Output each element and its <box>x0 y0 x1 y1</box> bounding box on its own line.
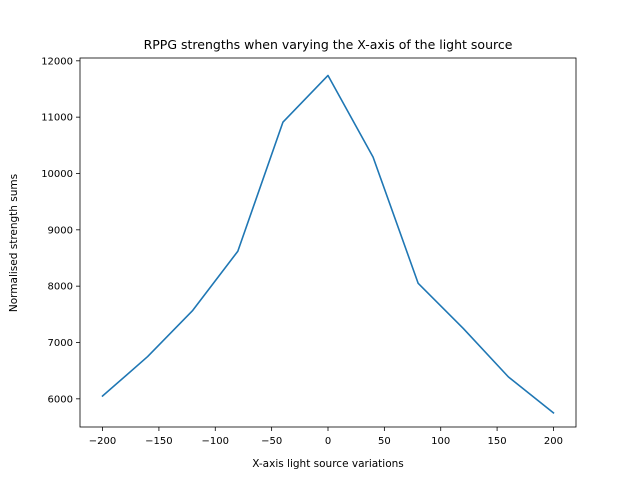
y-axis-label: Normalised strength sums <box>8 174 20 312</box>
x-tick-label: −100 <box>202 436 229 447</box>
x-tick-label: −200 <box>89 436 116 447</box>
x-tick-label: −150 <box>145 436 172 447</box>
x-tick-label: 50 <box>378 436 391 447</box>
y-tick-label: 8000 <box>48 282 73 293</box>
x-tick-label: −50 <box>261 436 282 447</box>
x-tick-label: 100 <box>431 436 450 447</box>
y-tick-label: 10000 <box>41 169 73 180</box>
y-tick-label: 7000 <box>48 338 73 349</box>
x-axis-ticks: −200 −150 −100 −50 0 50 100 150 200 <box>89 427 563 447</box>
y-tick-label: 12000 <box>41 56 73 67</box>
y-tick-label: 9000 <box>48 225 73 236</box>
x-tick-label: 150 <box>488 436 507 447</box>
series-layer <box>101 74 555 415</box>
series-line-0 <box>101 74 555 415</box>
plot-area <box>80 58 576 427</box>
chart-title: RPPG strengths when varying the X-axis o… <box>144 37 513 52</box>
x-axis-label: X-axis light source variations <box>252 458 404 470</box>
plot-frame <box>79 57 577 428</box>
y-tick-label: 6000 <box>48 394 73 405</box>
x-tick-label: 0 <box>325 436 331 447</box>
x-tick-label: 200 <box>544 436 563 447</box>
y-axis-ticks: 6000 7000 8000 9000 10000 11000 12000 <box>41 56 80 405</box>
y-tick-label: 11000 <box>41 113 73 124</box>
